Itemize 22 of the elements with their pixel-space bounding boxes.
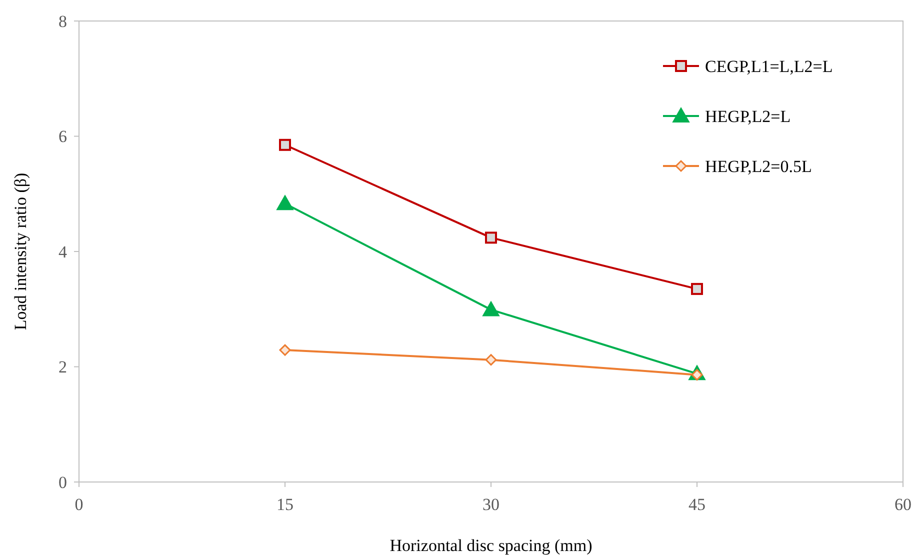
x-tick-label: 15 <box>276 495 294 514</box>
x-tick-label: 30 <box>482 495 500 514</box>
point <box>691 282 703 295</box>
legend-label: HEGP,L2=L <box>705 106 791 126</box>
point <box>482 301 500 316</box>
point <box>276 195 294 210</box>
legend-label: CEGP,L1=L,L2=L <box>705 56 833 76</box>
y-tick-label: 4 <box>58 242 68 262</box>
point <box>485 232 497 244</box>
y-axis-title: Load intensity ratio (β) <box>11 172 30 330</box>
point <box>279 138 291 151</box>
x-tick-label: 45 <box>688 495 706 514</box>
y-tick-label: 6 <box>58 127 67 146</box>
x-tick-label: 0 <box>74 495 84 514</box>
x-axis-title: Horizontal disc spacing (mm) <box>390 536 592 555</box>
x-tick-label: 60 <box>894 495 912 514</box>
point <box>279 344 291 356</box>
y-tick-label: 8 <box>58 12 67 31</box>
point <box>485 354 497 366</box>
y-tick-label: 0 <box>58 472 67 492</box>
legend-label: HEGP,L2=0.5L <box>705 156 812 176</box>
y-tick-label: 2 <box>58 358 67 377</box>
